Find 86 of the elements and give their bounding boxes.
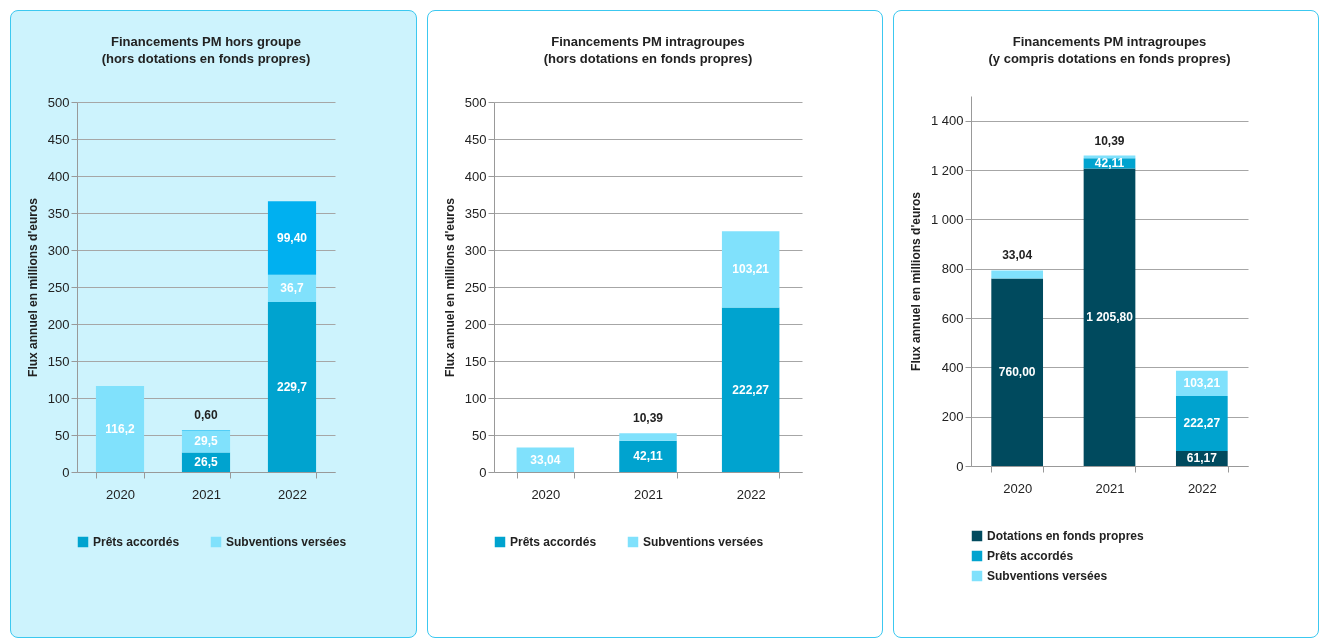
chart-subtitle: (hors dotations en fonds propres) (543, 51, 753, 66)
chart-title: Financements PM intragroupes (550, 34, 745, 49)
data-label: 10,39 (1094, 133, 1126, 148)
y-tick-label: 1 400 (931, 113, 964, 129)
x-tick-label: 2020 (106, 486, 135, 502)
y-tick-label: 250 (47, 279, 70, 295)
legend-label: Dotations en fonds propres (987, 529, 1145, 543)
y-tick-label: 800 (942, 261, 964, 277)
data-label: 33,04 (1002, 248, 1033, 263)
y-tick-label: 400 (464, 168, 487, 184)
y-tick-label: 350 (464, 205, 487, 221)
data-label: 42,11 (1095, 156, 1125, 171)
bar (618, 433, 677, 441)
y-tick-label: 100 (47, 390, 70, 406)
bar (95, 386, 145, 472)
legend-label: Subventions versées (642, 535, 764, 549)
y-tick-label: 350 (47, 205, 70, 221)
legend-label: Prêts accordés (987, 549, 1074, 563)
x-tick-label: 2020 (1003, 480, 1033, 496)
y-tick-label: 0 (956, 458, 964, 474)
legend-label: Prêts accordés (509, 535, 597, 549)
bar (1083, 168, 1136, 466)
data-label: 222,27 (1183, 416, 1221, 431)
data-label: 99,40 (276, 231, 308, 246)
y-tick-label: 450 (47, 131, 70, 147)
y-tick-label: 150 (464, 353, 487, 369)
chart-title: Financements PM intragroupes (1013, 34, 1207, 49)
x-tick-label: 2022 (1188, 480, 1218, 496)
chart-title: Financements PM hors groupe (111, 34, 301, 49)
y-axis-title: Flux annuel en millions d'euros (909, 191, 924, 371)
bar (267, 302, 317, 472)
legend-label: Subventions versées (987, 569, 1108, 583)
x-tick-label: 2021 (1095, 480, 1125, 496)
y-tick-label: 1 000 (931, 211, 964, 227)
y-tick-label: 300 (47, 242, 70, 258)
legend-label: Subventions versées (226, 535, 347, 549)
y-tick-label: 50 (471, 427, 487, 443)
y-tick-label: 400 (47, 168, 70, 184)
data-label: 116,2 (105, 422, 136, 437)
y-tick-label: 600 (942, 310, 964, 326)
data-label: 36,7 (280, 281, 304, 296)
data-label: 103,21 (732, 262, 770, 277)
data-label: 1 205,80 (1086, 310, 1134, 325)
bar (991, 270, 1044, 279)
y-axis-title: Flux annuel en millions d'euros (25, 197, 40, 377)
y-tick-label: 50 (55, 427, 70, 443)
y-tick-label: 500 (464, 94, 487, 110)
bar (721, 231, 780, 308)
y-axis-title: Flux annuel en millions d'euros (442, 197, 457, 377)
y-tick-label: 200 (47, 316, 70, 332)
y-tick-label: 150 (47, 353, 70, 369)
y-tick-label: 250 (464, 279, 487, 295)
data-label: 42,11 (633, 449, 663, 464)
bar (1176, 396, 1228, 451)
x-tick-label: 2022 (736, 486, 766, 502)
y-tick-label: 200 (942, 409, 964, 425)
data-label: 229,7 (276, 380, 308, 395)
y-tick-label: 500 (47, 94, 70, 110)
y-tick-label: 0 (62, 464, 70, 480)
data-label: 26,5 (194, 455, 218, 470)
y-tick-label: 100 (464, 390, 487, 406)
chart-subtitle: (hors dotations en fonds propres) (101, 51, 311, 66)
data-label: 103,21 (1183, 376, 1221, 391)
data-label: 61,17 (1187, 451, 1218, 466)
data-label: 29,5 (194, 434, 218, 449)
data-label: 0,60 (194, 408, 218, 423)
data-label: 10,39 (632, 411, 664, 426)
legend-label: Prêts accordés (93, 535, 180, 549)
x-tick-label: 2020 (531, 486, 561, 502)
data-label: 760,00 (999, 365, 1037, 380)
y-tick-label: 450 (464, 131, 487, 147)
bar (721, 307, 780, 472)
x-tick-label: 2021 (633, 486, 663, 502)
data-label: 33,04 (530, 452, 561, 467)
x-tick-label: 2022 (278, 486, 307, 502)
y-tick-label: 200 (464, 316, 487, 332)
y-tick-label: 400 (942, 359, 964, 375)
y-tick-label: 1 200 (931, 162, 964, 178)
y-tick-label: 300 (464, 242, 487, 258)
bar (267, 201, 317, 275)
chart-subtitle: (y compris dotations en fonds propres) (988, 51, 1231, 66)
x-tick-label: 2021 (192, 486, 221, 502)
bar (618, 440, 677, 472)
data-label: 222,27 (732, 382, 770, 397)
y-tick-label: 0 (479, 464, 487, 480)
bar (991, 278, 1044, 466)
